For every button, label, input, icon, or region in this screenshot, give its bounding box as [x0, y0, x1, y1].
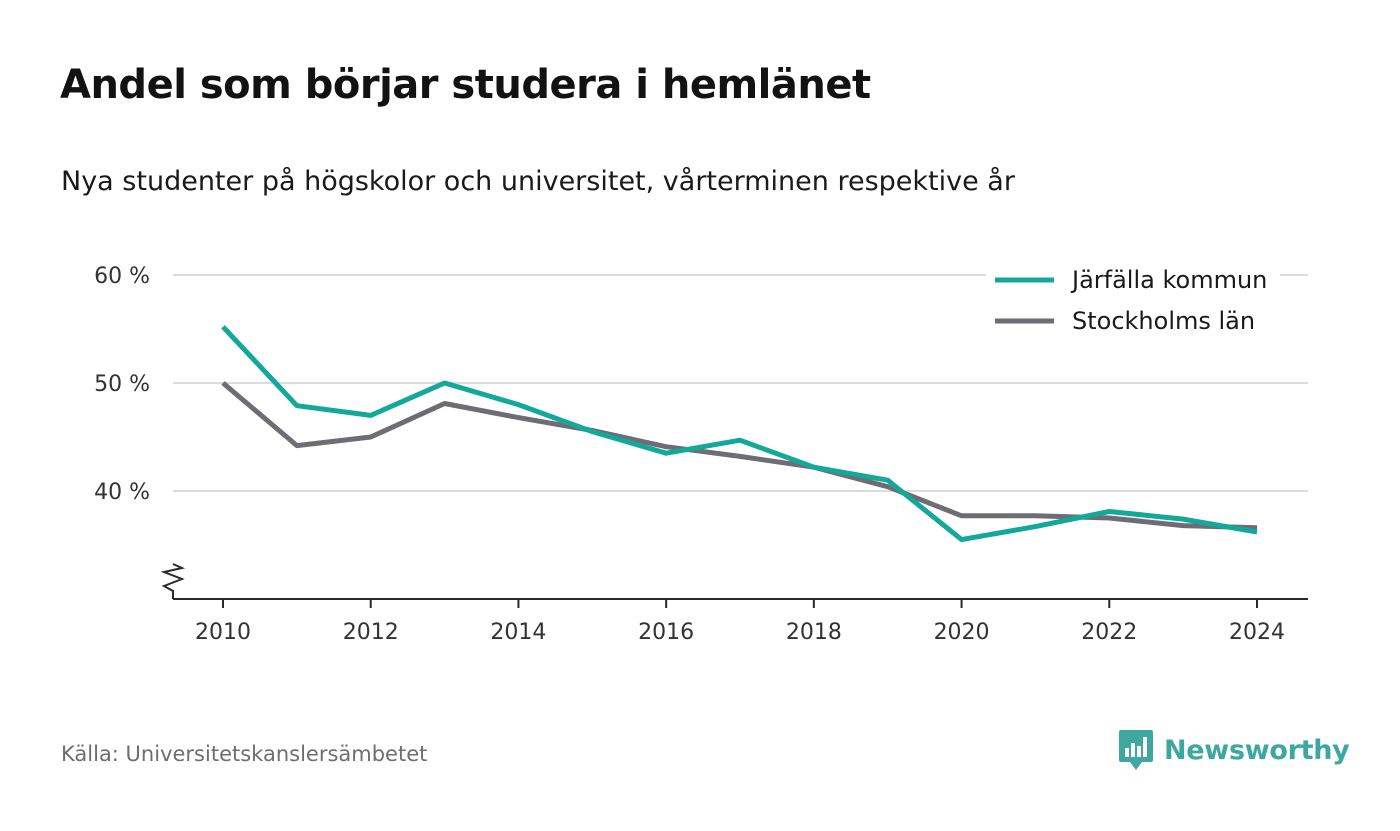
y-tick-label: 60 % [94, 264, 150, 289]
axes: 40 % 50 % 60 % 2010 2012 2014 2016 2018 2020 2022… [94, 264, 1308, 645]
brand-logo: Newsworthy [1118, 728, 1350, 772]
x-tick-label: 2012 [343, 620, 399, 645]
series-line-1 [221, 381, 1258, 531]
series-line-0 [221, 325, 1258, 543]
newsworthy-logo-icon [1119, 730, 1153, 770]
series-lines [221, 325, 1258, 543]
x-tick-label: 2024 [1229, 620, 1285, 645]
legend-label: Järfälla kommun [1070, 266, 1267, 294]
chart-title: Andel som börjar studera i hemlänet [60, 62, 871, 108]
x-tick-label: 2016 [638, 620, 694, 645]
x-tick-label: 2018 [786, 620, 842, 645]
legend-label: Stockholms län [1072, 307, 1255, 335]
legend: Järfälla kommun Stockholms län [986, 266, 1280, 337]
y-axis-break-icon [160, 563, 186, 599]
brand-name: Newsworthy [1164, 734, 1350, 766]
line-chart: 40 % 50 % 60 % 2010 2012 2014 2016 2018 2020 2022… [94, 264, 1308, 645]
y-tick-label: 40 % [94, 480, 150, 505]
x-tick-label: 2022 [1081, 620, 1137, 645]
y-tick-label: 50 % [94, 372, 150, 397]
chart-subtitle: Nya studenter på högskolor och universit… [61, 166, 1015, 197]
x-tick-label: 2014 [490, 620, 546, 645]
x-tick-label: 2020 [934, 620, 990, 645]
source-note: Källa: Universitetskanslersämbetet [61, 742, 428, 766]
x-tick-label: 2010 [195, 620, 251, 645]
